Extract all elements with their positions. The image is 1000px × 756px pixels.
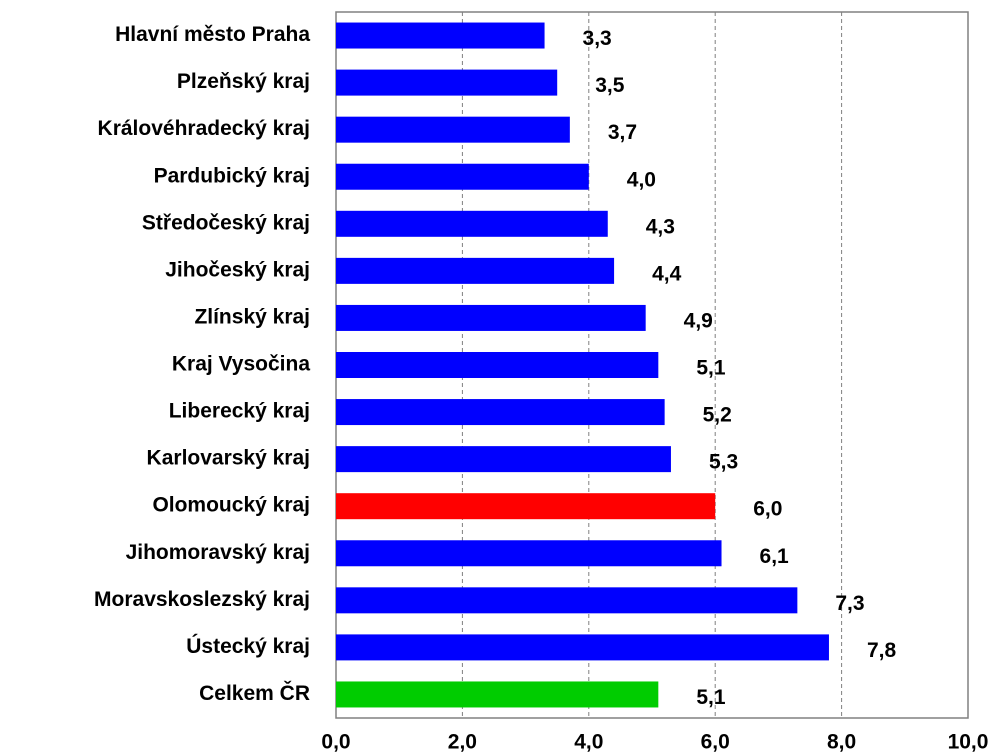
y-tick-label: Ústecký kraj <box>186 634 310 658</box>
x-tick-label: 0,0 <box>321 731 350 754</box>
value-label: 5,1 <box>696 357 726 380</box>
x-tick-label: 2,0 <box>448 731 477 754</box>
y-tick-label: Jihomoravský kraj <box>126 541 310 564</box>
value-label: 3,5 <box>595 74 625 97</box>
y-tick-label: Středočeský kraj <box>142 211 310 234</box>
y-tick-label: Královéhradecký kraj <box>98 117 310 140</box>
y-tick-label: Liberecký kraj <box>169 400 310 423</box>
value-label: 5,1 <box>696 686 726 709</box>
value-label: 4,3 <box>646 215 675 238</box>
bar <box>336 210 608 237</box>
value-label: 7,3 <box>835 592 864 615</box>
x-tick-label: 6,0 <box>701 731 730 754</box>
bar <box>336 257 615 284</box>
value-label: 7,8 <box>867 639 897 662</box>
y-tick-label: Jihočeský kraj <box>165 258 310 281</box>
bar <box>336 540 722 567</box>
x-tick-label: 4,0 <box>574 731 603 754</box>
x-tick-label: 8,0 <box>827 731 856 754</box>
value-label: 5,2 <box>703 404 732 427</box>
value-label: 3,3 <box>583 27 612 50</box>
bar <box>336 69 558 96</box>
value-label: 4,0 <box>627 168 656 191</box>
value-label: 4,4 <box>652 262 682 285</box>
bar <box>336 493 716 520</box>
bar <box>336 352 659 378</box>
y-tick-label: Olomoucký kraj <box>152 494 310 517</box>
x-tick-label: 10,0 <box>948 731 989 754</box>
bar <box>336 22 545 49</box>
bar <box>336 634 829 661</box>
y-tick-label: Zlínský kraj <box>194 305 310 328</box>
bar <box>336 446 671 473</box>
value-label: 6,0 <box>753 498 782 521</box>
bar <box>336 587 798 614</box>
bar <box>336 116 570 143</box>
value-label: 4,9 <box>684 309 713 332</box>
y-tick-label: Kraj Vysočina <box>172 353 310 376</box>
bar <box>336 163 589 190</box>
value-label: 3,7 <box>608 121 637 144</box>
y-tick-label: Plzeňský kraj <box>177 70 310 93</box>
value-label: 6,1 <box>760 545 790 568</box>
bar <box>336 681 659 708</box>
y-tick-label: Karlovarský kraj <box>147 447 310 470</box>
value-label: 5,3 <box>709 451 738 474</box>
y-tick-label: Hlavní město Praha <box>115 23 310 46</box>
bar <box>336 399 665 426</box>
y-tick-label: Celkem ČR <box>199 681 310 705</box>
y-tick-label: Moravskoslezský kraj <box>94 588 310 611</box>
bar <box>336 304 646 331</box>
y-tick-label: Pardubický kraj <box>154 164 310 187</box>
